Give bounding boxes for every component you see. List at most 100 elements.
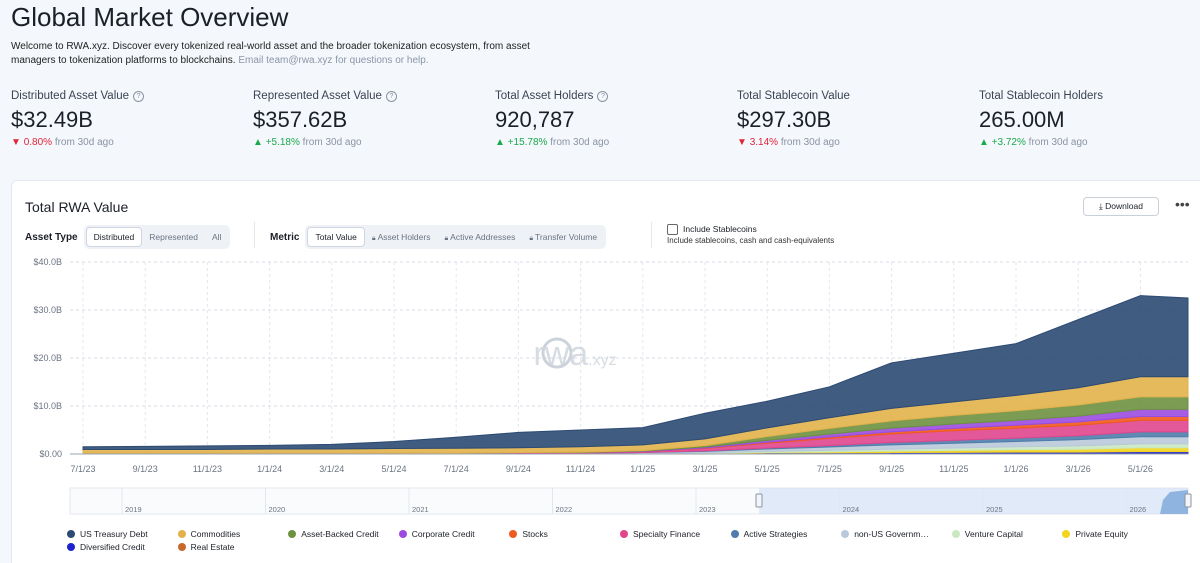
x-tick-label: 7/1/24 [444,464,469,474]
more-menu[interactable]: ••• [1175,196,1190,212]
stat-value: 265.00M [979,107,1065,132]
legend-swatch [841,530,850,538]
legend-label: Stocks [522,529,548,539]
asset-type-option[interactable]: All [211,232,222,242]
metric-option[interactable]: 🔒︎ Transfer Volume [522,228,604,247]
stat-card: Total Asset Holders? 920,787 ▲ +15.78% fro… [495,90,725,148]
info-icon[interactable]: ? [597,91,609,102]
asset-type-option[interactable]: Distributed [85,227,143,247]
y-tick-label: $40.0B [33,257,62,267]
legend-item[interactable]: Commodities [177,529,240,539]
change-suffix: from 30d ago [780,137,840,148]
description-text: Welcome to RWA.xyz. Discover every token… [11,41,530,66]
stat-change: ▼ 3.14% from 30d ago [737,137,967,148]
x-tick-label: 11/1/25 [939,464,968,474]
change-value: +15.78% [507,137,548,148]
stat-label-text: Distributed Asset Value [11,90,130,102]
info-icon[interactable]: ? [385,91,397,102]
x-tick-label: 7/1/23 [70,464,95,474]
legend-label: US Treasury Debt [80,529,148,539]
lock-icon: 🔒︎ [371,235,378,242]
stat-card: Represented Asset Value? $357.62B ▲ +5.18%… [253,90,483,148]
change-suffix: from 30d ago [1028,137,1088,148]
legend-swatch [288,530,297,538]
legend-item[interactable]: Asset-Backed Credit [288,529,379,539]
metric-option[interactable]: Total Value [307,227,365,247]
legend-label: Real Estate [190,542,235,552]
legend-swatch [67,543,75,551]
x-tick-label: 1/1/26 [1003,464,1028,474]
change-arrow: ▲ [979,137,992,148]
navigator-year: 2020 [269,505,286,514]
legend-swatch [398,530,407,538]
metric-option-label: Active Addresses [450,232,516,242]
legend-swatch [620,530,628,538]
navigator-year: 2023 [699,505,716,514]
legend-item[interactable]: Real Estate [177,542,235,552]
page-title: Global Market Overview [11,2,289,32]
metric-control: Metric Total Value 🔒︎ Asset Holders 🔒︎ Act… [270,225,607,249]
legend-label: Diversified Credit [80,542,145,552]
legend-item[interactable]: Specialty Finance [620,529,700,539]
legend-item[interactable]: Active Strategies [730,529,807,539]
legend-label: Private Equity [1075,529,1128,539]
x-tick-label: 9/1/24 [506,464,531,474]
legend-label: Corporate Credit [411,529,475,539]
metric-option[interactable]: 🔒︎ Asset Holders [365,228,438,247]
stat-label-text: Total Asset Holders [495,90,594,102]
legend-item[interactable]: Stocks [509,529,548,539]
stat-value: 920,787 [495,107,575,132]
stat-card: Total Stablecoin Value $297.30B ▼ 3.14% fr… [737,90,967,148]
divider [254,222,255,248]
x-tick-label: 3/1/25 [692,464,717,474]
change-value: 3.14% [749,137,779,148]
stablecoin-checkbox[interactable] [667,224,678,235]
legend-item[interactable]: Diversified Credit [67,542,145,552]
watermark-logo [541,337,573,369]
change-arrow: ▲ [253,137,266,148]
stat-change: ▲ +3.72% from 30d ago [979,137,1200,148]
asset-type-label: Asset Type [25,231,78,243]
legend-swatch [1062,530,1071,538]
x-tick-label: 1/1/25 [630,464,655,474]
change-arrow: ▼ [737,137,750,148]
info-icon[interactable]: ? [133,91,145,102]
x-tick-label: 9/1/25 [879,464,904,474]
navigator-year: 2024 [843,505,860,514]
navigator-handle [1184,493,1192,508]
stat-value: $357.62B [253,107,348,132]
legend-item[interactable]: non-US Governm… [841,529,929,539]
metric-option[interactable]: 🔒︎ Active Addresses [437,228,522,247]
change-suffix: from 30d ago [302,137,362,148]
page-description: Welcome to RWA.xyz. Discover every token… [11,40,541,68]
contact-link[interactable]: Email team@rwa.xyz for questions or help… [238,55,429,66]
download-label: Download [1105,201,1143,211]
navigator-line [1160,490,1188,514]
x-tick-label: 5/1/24 [381,464,406,474]
legend-item[interactable]: US Treasury Debt [67,529,148,539]
panel-title: Total RWA Value [25,199,129,215]
navigator-year: 2026 [1130,505,1147,514]
stat-card: Distributed Asset Value? $32.49B ▼ 0.80% f… [11,90,241,148]
stat-label: Distributed Asset Value? [11,90,241,102]
legend-swatch [177,530,186,538]
change-value: 0.80% [23,137,53,148]
divider [651,222,652,248]
stat-label: Total Asset Holders? [495,90,725,102]
stat-change: ▼ 0.80% from 30d ago [11,137,241,148]
lock-icon: 🔒︎ [529,235,536,242]
x-tick-label: 11/1/24 [566,464,595,474]
legend-item[interactable]: Corporate Credit [398,529,475,539]
legend-item[interactable]: Venture Capital [951,529,1023,539]
watermark: rwa.xyz [533,335,616,373]
x-tick-label: 5/1/26 [1128,464,1153,474]
legend-swatch [951,530,960,538]
legend-item[interactable]: Private Equity [1062,529,1128,539]
asset-type-option[interactable]: Represented [149,232,198,242]
stat-label: Represented Asset Value? [253,90,483,102]
navigator-year: 2021 [412,505,429,514]
download-button[interactable]: ⤓ Download [1083,197,1159,216]
stat-label-text: Total Stablecoin Holders [979,90,1104,102]
watermark-suffix: .xyz [588,352,616,369]
